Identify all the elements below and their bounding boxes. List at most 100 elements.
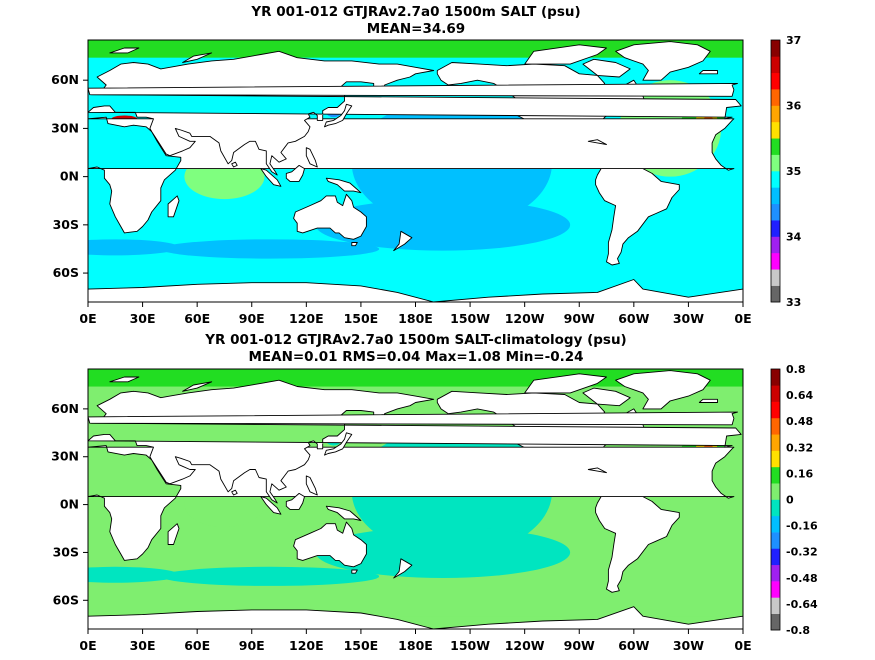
colorbar-swatch [771,40,780,57]
land-sri-lanka [231,489,238,496]
colorbar-swatch [771,613,780,631]
land-svalbard [109,376,140,383]
land-south-america [595,158,680,266]
land-new-guinea [325,177,362,194]
colorbar-swatch [771,105,780,123]
land-arctic-islands [524,373,607,394]
x-tick-label: 30W [673,311,704,326]
x-tick-label: 150E [344,311,379,326]
colorbar-tick-label: -0.48 [786,572,818,585]
colorbar-frame [770,39,781,303]
land-philippines [305,147,318,168]
x-tick-label: 90E [239,311,265,326]
land-new-zealand [393,230,413,252]
x-tick-label: 90W [564,311,595,326]
colorbar-swatch [771,220,780,237]
land-japan [324,103,353,128]
land-arctic-islands [524,44,607,65]
land-eurasia [0,380,86,503]
colorbar-tick-label: -0.8 [786,624,810,637]
land-madagascar [167,195,180,218]
land-south-america [595,486,680,593]
x-tick-label: 30E [130,311,156,326]
x-tick-label: 0E [79,311,96,326]
colorbar-swatch [771,89,780,106]
land-antarctica [88,606,743,629]
panel1-map [0,40,743,302]
land-antarctica [88,279,743,302]
x-tick-label: 0E [734,638,751,653]
land-tasmania [351,242,358,247]
land-tasmania [351,569,358,574]
land-novaya-zemlya [838,382,867,392]
land-greenland [615,370,711,410]
colorbar-swatch [771,597,780,614]
x-tick-label: 120W [505,638,545,653]
colorbar-swatch [771,56,780,74]
colorbar-swatch [771,499,780,517]
colorbar-tick-label: 35 [786,165,801,178]
land-south-america [0,159,24,265]
south-pacific-field [315,199,571,251]
colorbar-tick-label: -0.16 [786,520,818,533]
land-iceland [698,398,718,403]
land-philippines [305,475,318,496]
panel1-colorbar: 37 36 35 34 33 [770,34,802,309]
land-cuba [587,467,607,474]
land-eurasia [88,379,742,504]
x-tick-label: 150E [344,638,379,653]
colorbar-swatch [771,171,780,188]
colorbar-tick-label: 33 [786,296,801,309]
colorbar-frame [770,368,781,631]
x-tick-label: 150W [450,311,490,326]
colorbar-swatch [771,548,780,566]
y-tick-label: 60S [53,265,79,280]
southern-indian-field [160,566,380,586]
x-tick-label: 150W [450,638,490,653]
colorbar-tick-label: 0.8 [786,363,806,376]
land-british-isles [88,82,738,97]
land-eurasia [88,50,742,176]
x-tick-label: 120E [289,311,324,326]
land-cuba [587,139,607,145]
land-antarctica [88,288,89,302]
southern-indian-field [160,239,380,259]
x-tick-label: 30W [673,638,704,653]
panel2-axes: 0E 30E 60E 90E 120E 150E 180E 150W 120W 90W 60W 30W… [51,401,751,653]
y-tick-label: 30S [53,544,79,559]
land-antarctica [742,288,743,302]
land-madagascar [167,523,180,545]
land-africa [88,445,735,561]
x-tick-label: 90W [564,638,595,653]
colorbar-swatch [771,187,780,205]
panel2-subtitle: MEAN=0.01 RMS=0.04 Max=1.08 Min=-0.24 [248,349,583,365]
colorbar-swatch [771,203,780,221]
x-tick-label: 60W [618,638,649,653]
land-greenland [0,42,55,81]
land-greenland [0,371,55,409]
colorbar-swatch [771,401,780,419]
land-madagascar [823,524,834,545]
x-tick-label: 180E [398,638,433,653]
colorbar-swatch [771,466,780,484]
land-sumatra [260,496,282,515]
panel1-title: YR 001-012 GTJRAv2.7a0 1500m SALT (psu) [250,4,580,20]
y-tick-label: 30N [51,449,79,464]
land-borneo [285,492,305,510]
colorbar-swatch [771,285,780,303]
land-japan [324,432,353,456]
land-greenland [615,41,711,81]
land-baffin [582,387,631,407]
y-tick-label: 0N [60,169,79,184]
land-eurasia [742,111,743,113]
panel2-title: YR 001-012 GTJRAv2.7a0 1500m SALT-climat… [204,332,626,348]
x-tick-label: 60E [184,311,210,326]
south-pacific-field [315,526,571,578]
colorbar-swatch [771,515,780,533]
y-tick-label: 60S [53,592,79,607]
colorbar-tick-label: 0.48 [786,415,813,428]
colorbar-swatch [771,252,780,270]
land-novaya-zemlya [182,52,213,63]
